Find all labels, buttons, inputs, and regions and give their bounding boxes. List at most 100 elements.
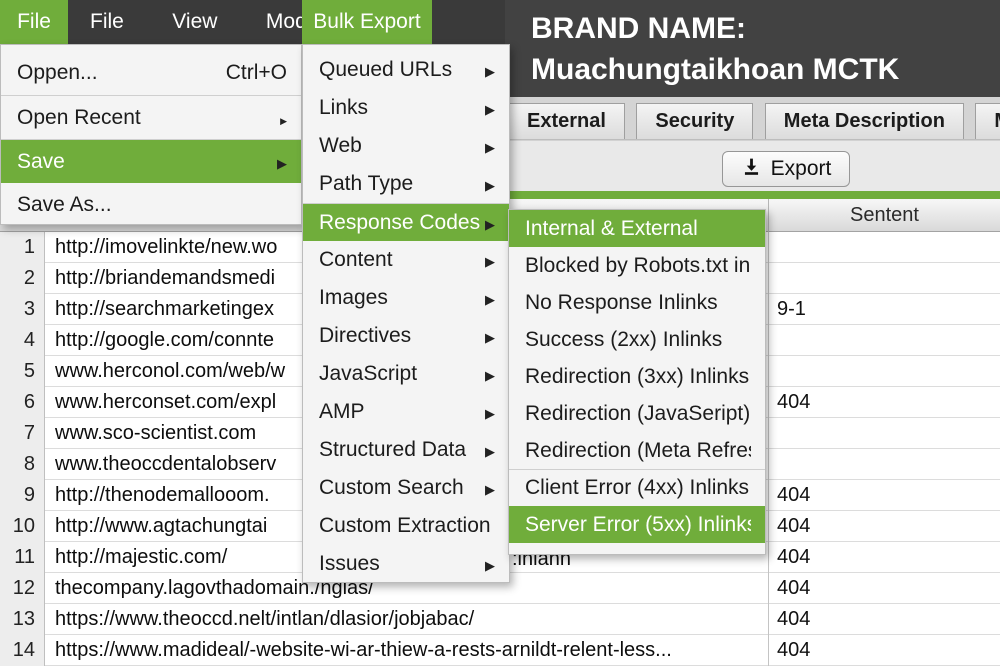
menu-item-label: Server Error (5xx) Inlinks [525,512,751,536]
tab[interactable]: Meta Description [764,103,964,139]
tab-label: Meta Description [783,110,945,132]
tab-label: External [527,110,606,132]
response-codes-submenu-item[interactable]: Redirection (Meta Refres [509,432,765,469]
row-number: 14 [0,635,45,666]
brand-banner-line2: Muachungtaikhoan MCTK [531,53,900,86]
row-number: 10 [0,511,45,542]
table-row[interactable]: 14 https://www.madideal/-website-wi-ar-t… [0,635,1000,666]
url-cell: http://google.com/connte [55,329,275,351]
row-number: 12 [0,573,45,604]
bulk-export-menu-item[interactable]: Response Codes [303,203,509,241]
menu-item-label: Content [319,248,393,271]
menu-item-label: Images [319,286,388,309]
menu-item-label: Open Recent [17,105,141,129]
row-number: 2 [0,263,45,294]
brand-banner-line1: BRAND NAME: [531,12,746,45]
tab[interactable]: Security [636,103,754,139]
submenu-arrow-icon [481,172,495,196]
menu-item-label: Internal & External [525,216,698,240]
submenu-arrow-icon [481,211,495,235]
response-codes-submenu-item[interactable]: No Response Inlinks [509,284,765,321]
menu-bar-item[interactable]: View [150,0,239,44]
response-codes-submenu-item[interactable]: Server Error (5xx) Inlinks [509,506,765,543]
submenu-arrow-icon [481,248,495,272]
submenu-arrow-icon [481,134,495,158]
bulk-export-menu-item[interactable]: Custom Search [303,469,509,507]
status-cell: 404 [768,604,1000,635]
bulk-export-menu-button[interactable]: Bulk Export [302,0,432,44]
bulk-export-menu-item[interactable]: Links [303,89,509,127]
bulk-export-menu-item[interactable]: Queued URLs [303,51,509,89]
menu-item-label: Redirection (JavaSeript) [525,401,751,425]
table-row[interactable]: 12 thecompany.lagovthadomain./ngias/ 404 [0,573,1000,604]
menu-item-label: JavaScript [319,362,418,385]
menu-item-label: Redirection (Meta Refres [525,438,751,462]
url-cell: http://majestic.com/ [55,546,228,568]
row-number: 4 [0,325,45,356]
menu-bar-item-label: File [90,10,124,33]
menu-item-label: Success (2xx) Inlinks [525,327,723,351]
url-cell: www.sco-scientist.com [55,422,257,444]
export-button[interactable]: Export [722,151,850,187]
bulk-export-menu-item[interactable]: Web [303,127,509,165]
menu-item-label: Directives [319,324,412,347]
status-cell: 9-1 [768,294,1000,325]
url-cell: http://thenodemallooom. [55,484,270,506]
submenu-arrow-icon [273,106,287,130]
submenu-arrow-icon [481,400,495,424]
status-cell [768,325,1000,356]
file-menu-item[interactable]: Oppen... Ctrl+O [1,51,301,95]
menu-item-label: Queued URLs [319,58,453,81]
menu-item-label: Web [319,134,362,157]
status-cell: 404 [768,511,1000,542]
response-codes-submenu-item[interactable]: Internal & External [509,210,765,247]
bulk-export-menu-item[interactable]: Directives [303,317,509,355]
url-cell: http://briandemandsmedi [55,267,276,289]
row-number: 1 [0,232,45,263]
submenu-arrow-icon [481,58,495,82]
bulk-export-menu-item[interactable]: AMP [303,393,509,431]
file-app-button[interactable]: File [0,0,68,44]
menu-item-label: Oppen... [17,61,98,84]
bulk-export-menu-item[interactable]: Images [303,279,509,317]
tab[interactable]: Meta Keyw [975,103,1000,139]
tab-label: Security [655,110,735,132]
menu-item-label: Path Type [319,172,414,195]
response-codes-submenu-item[interactable]: Redirection (3xx) Inlinks [509,358,765,395]
response-codes-submenu-item[interactable]: Client Error (4xx) Inlinks [509,469,765,506]
row-number: 7 [0,418,45,449]
bulk-export-menu-item[interactable]: Custom Extraction [303,507,509,545]
bulk-export-menu-item[interactable]: Issues [303,545,509,583]
status-cell: 404 [768,480,1000,511]
file-menu-item[interactable]: Save As... [1,183,301,227]
menu-item-label: Custom Extraction [319,514,491,537]
column-header-sentent[interactable]: Sentent [768,199,1000,232]
menu-item-label: Issues [319,552,380,575]
menu-bar-item-label: View [172,10,218,33]
response-codes-submenu-item[interactable]: Blocked by Robots.txt in [509,247,765,284]
submenu-arrow-icon [481,438,495,462]
bulk-export-menu-item[interactable]: Content [303,241,509,279]
tab-label: Meta Keyw [994,110,1000,132]
file-menu-item[interactable]: Save [1,139,301,183]
response-codes-submenu-item[interactable]: Success (2xx) Inlinks [509,321,765,358]
url-cell: https://www.theoccd.nelt/intlan/dlasior/… [55,608,475,630]
table-row[interactable]: 13 https://www.theoccd.nelt/intlan/dlasi… [0,604,1000,635]
menu-bar-item[interactable]: File [68,0,146,44]
menu-item-label: Structured Data [319,438,467,461]
tab[interactable]: External [508,103,625,139]
menu-item-label: AMP [319,400,365,423]
bulk-export-menu-item[interactable]: Path Type [303,165,509,203]
response-codes-submenu: Internal & External Blocked by Robots.tx… [508,209,766,555]
response-codes-submenu-item[interactable]: Redirection (JavaSeript) [509,395,765,432]
menu-item-label: Save [17,149,65,173]
url-cell: http://imovelinkte/new.wo [55,236,278,258]
bulk-export-menu-item[interactable]: JavaScript [303,355,509,393]
url-cell: http://www.agtachungtai [55,515,268,537]
url-cell: thecompany.lagovthadomain./ngias/ [55,577,374,599]
status-cell: 404 [768,387,1000,418]
status-cell [768,418,1000,449]
bulk-export-menu: Queued URLs Links Web Path Type Response… [302,44,510,583]
file-menu-item[interactable]: Open Recent [1,95,301,139]
bulk-export-menu-item[interactable]: Structured Data [303,431,509,469]
